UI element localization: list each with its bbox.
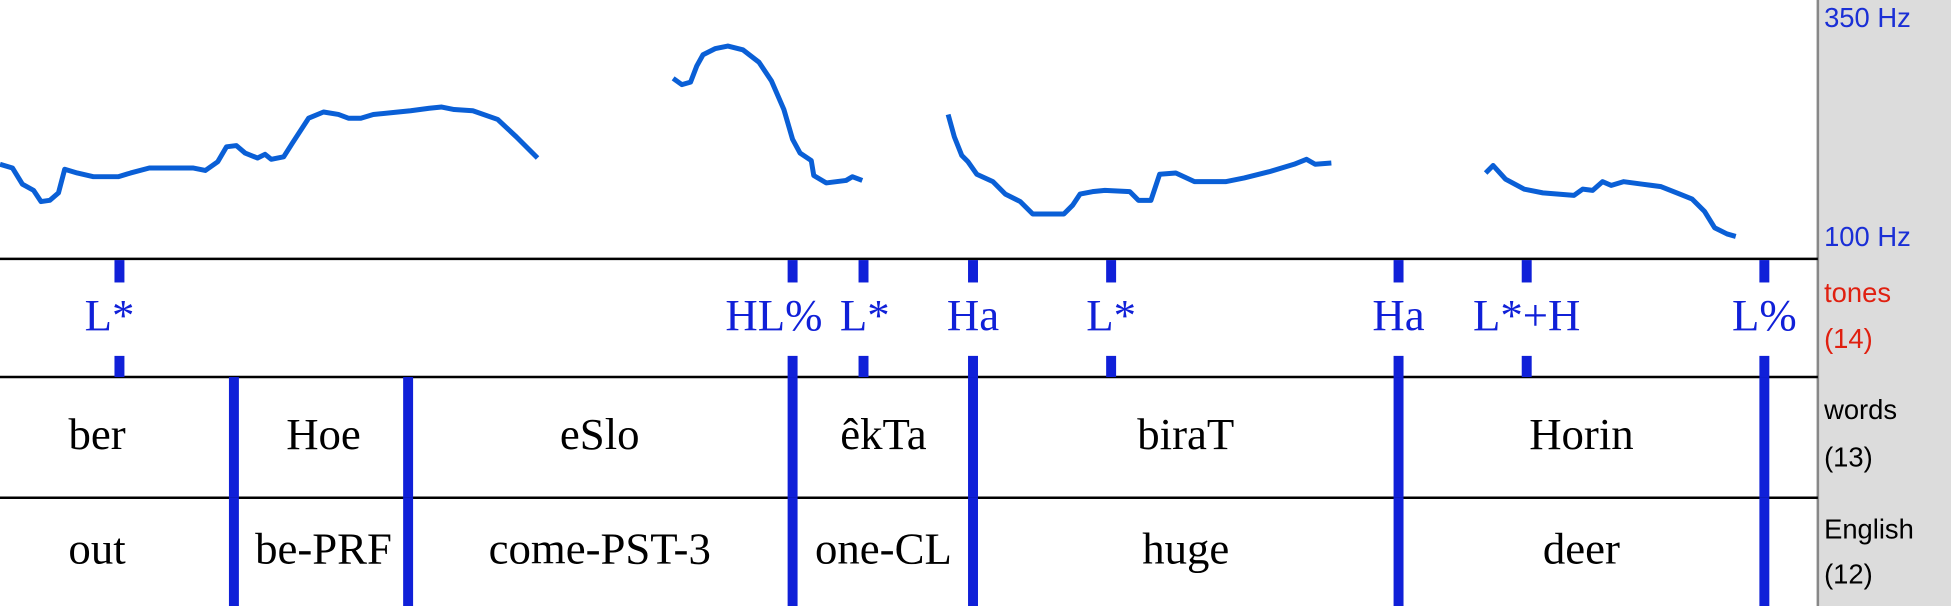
tone-label: L*+H <box>1473 290 1580 340</box>
tone-point-top <box>1393 260 1404 283</box>
pitch-bottom-label: 100 Hz <box>1824 221 1911 252</box>
tone-label: HL% <box>725 290 822 340</box>
tone-label: L* <box>1086 290 1136 340</box>
pitch-top-label: 350 Hz <box>1824 2 1911 33</box>
tone-point-top <box>1521 260 1532 283</box>
tone-point-bottom <box>787 355 798 378</box>
interval-boundary <box>787 377 798 498</box>
interval-boundary <box>228 497 239 606</box>
pitch-piece <box>0 104 540 205</box>
interval-label: eSlo <box>560 409 640 459</box>
tone-point-top <box>114 260 125 283</box>
interval-label: out <box>68 523 126 573</box>
tier-name: tones <box>1824 277 1891 308</box>
interval-label: huge <box>1142 523 1229 573</box>
interval-label: Hoe <box>286 409 361 459</box>
tone-point-top <box>1106 260 1117 283</box>
interval-boundary <box>1759 377 1770 498</box>
tone-label: Ha <box>1372 290 1424 340</box>
tone-label: L* <box>840 290 890 340</box>
interval-boundary <box>403 377 414 498</box>
tone-point-bottom <box>1106 355 1117 378</box>
interval-label: ber <box>68 409 125 459</box>
tone-point-bottom <box>1759 355 1770 378</box>
interval-boundary <box>968 377 978 498</box>
interval-boundary <box>228 377 239 498</box>
interval-boundary <box>1393 377 1404 498</box>
tone-point-bottom <box>1393 355 1404 378</box>
pitch-piece <box>945 113 1332 217</box>
interval-boundary <box>1393 497 1404 606</box>
interval-label: biraT <box>1137 409 1234 459</box>
tier-count: (13) <box>1824 441 1873 472</box>
tone-point-top <box>787 260 798 283</box>
interval-label: come-PST-3 <box>489 523 711 573</box>
tone-point-bottom <box>858 355 869 378</box>
interval-label: be-PRF <box>255 523 392 573</box>
tone-point-top <box>1759 260 1770 283</box>
interval-label: deer <box>1543 523 1620 573</box>
interval-label: Horin <box>1529 409 1633 459</box>
tier-count: (14) <box>1824 323 1873 354</box>
interval-boundary <box>1759 497 1770 606</box>
tier-count: (12) <box>1824 558 1873 589</box>
pitch-contour <box>0 43 1737 239</box>
interval-boundary <box>787 497 798 606</box>
pitch-piece <box>1483 163 1737 239</box>
tone-point-bottom <box>114 355 125 378</box>
interval-label: êkTa <box>840 409 926 459</box>
tier-separators <box>0 257 1818 499</box>
side-panel <box>1816 0 1951 606</box>
tone-label: L* <box>85 290 135 340</box>
tone-label: L% <box>1732 290 1797 340</box>
pitch-piece <box>671 43 864 186</box>
tone-point-top <box>968 260 978 283</box>
interval-boundary <box>968 497 978 606</box>
tier-name: English <box>1824 514 1914 545</box>
tier-name: words <box>1823 394 1897 425</box>
tone-point-top <box>858 260 869 283</box>
tone-label: Ha <box>947 290 999 340</box>
tone-point-bottom <box>1521 355 1532 378</box>
tone-point-bottom <box>968 355 978 378</box>
interval-label: one-CL <box>815 523 952 573</box>
interval-boundary <box>403 497 414 606</box>
